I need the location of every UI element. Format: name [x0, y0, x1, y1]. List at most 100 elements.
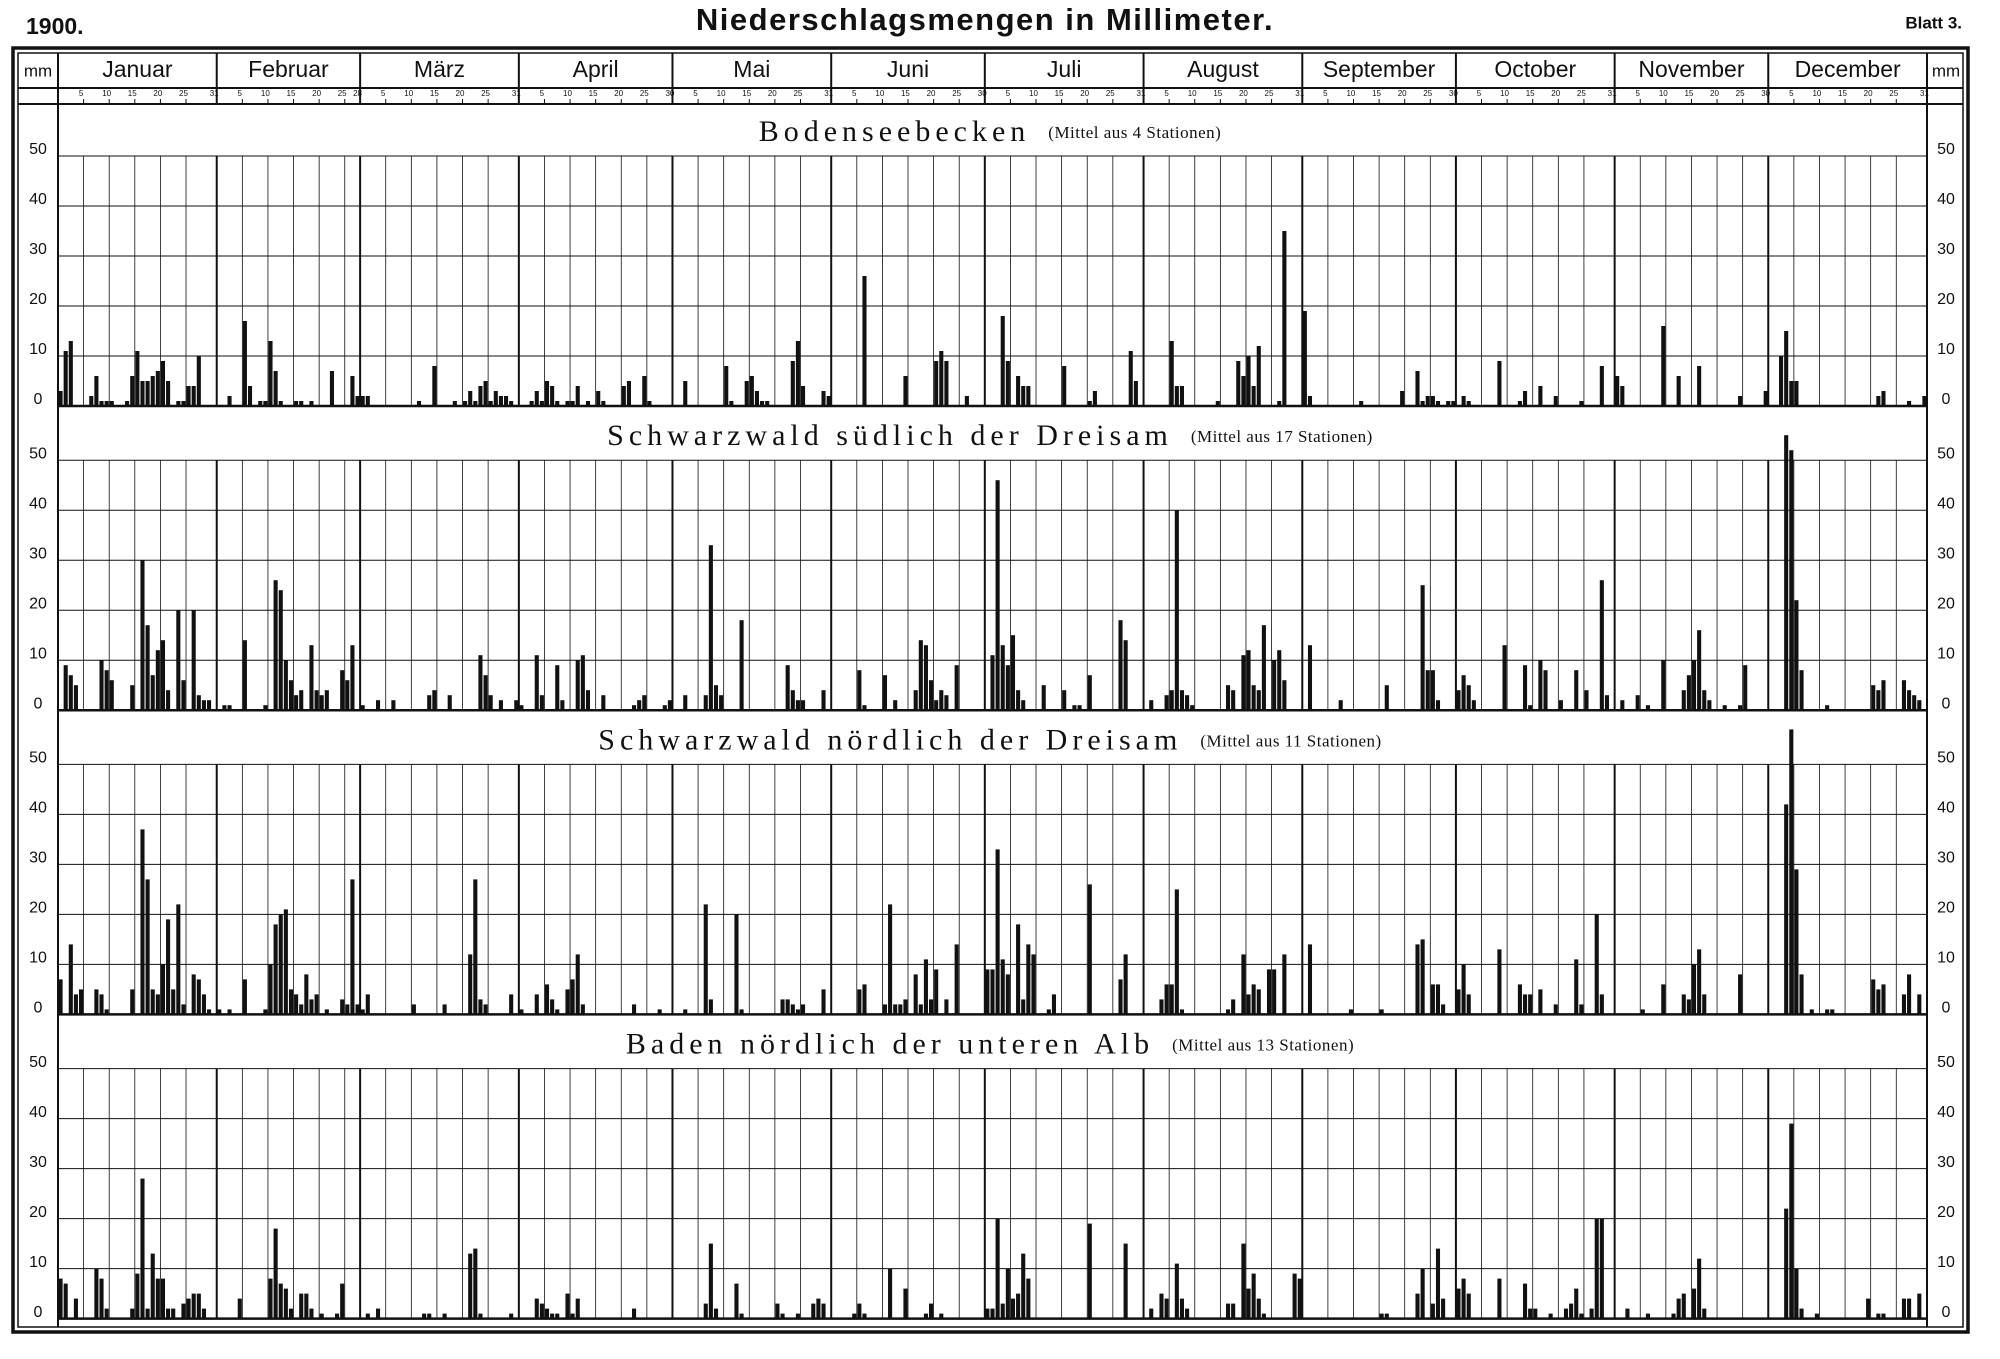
bar	[273, 371, 278, 406]
bar	[1789, 729, 1794, 1015]
bar	[1016, 924, 1021, 1015]
bar	[1169, 984, 1174, 1015]
bar	[550, 386, 555, 406]
bar	[1179, 1009, 1185, 1015]
bar	[1574, 670, 1579, 711]
bar	[632, 1308, 637, 1319]
day-tick-label: 15	[1055, 89, 1064, 98]
bar	[140, 381, 145, 406]
bar	[478, 386, 483, 406]
bar	[1282, 680, 1287, 711]
bar	[1620, 700, 1625, 711]
bar	[1174, 510, 1179, 711]
bar	[1502, 645, 1507, 711]
bar	[1784, 331, 1789, 406]
day-tick-label: 5	[852, 89, 857, 98]
bar	[314, 994, 319, 1015]
day-tick-label: 5	[1323, 89, 1328, 98]
bar	[1000, 959, 1005, 1015]
day-tick-label: 25	[481, 89, 490, 98]
bar	[176, 904, 181, 1015]
bar	[1379, 1009, 1384, 1015]
bar	[125, 401, 130, 406]
bar	[1005, 1268, 1010, 1319]
bar	[739, 1313, 744, 1319]
day-tick-label: 10	[1659, 89, 1668, 98]
year: 1900.	[26, 13, 84, 39]
bar	[811, 1303, 816, 1319]
bar	[637, 700, 642, 711]
bar	[1686, 675, 1691, 711]
bar	[1062, 690, 1067, 711]
bar	[929, 1303, 934, 1319]
bar	[1722, 705, 1727, 711]
bar	[278, 590, 283, 711]
bar	[821, 989, 826, 1015]
y-tick-label: 20	[1937, 900, 1955, 917]
bar	[160, 1278, 166, 1319]
bar	[1010, 635, 1016, 711]
bar	[1092, 391, 1097, 406]
bar	[1676, 376, 1681, 406]
day-tick-label: 5	[238, 89, 243, 98]
day-tick-label: 5	[1164, 89, 1169, 98]
bar	[288, 1308, 294, 1319]
bar	[1000, 316, 1005, 406]
day-tick-label: 20	[1080, 89, 1089, 98]
bar	[544, 1308, 550, 1319]
bar	[186, 1298, 191, 1319]
day-tick-label: 25	[1265, 89, 1274, 98]
panel-subtitle: (Mittel aus 11 Stationen)	[1200, 731, 1381, 750]
day-tick-label: 15	[1526, 89, 1535, 98]
bar	[478, 1313, 483, 1319]
sheet-number: Blatt 3.	[1905, 13, 1962, 32]
bar	[155, 1278, 160, 1319]
bar	[785, 665, 790, 711]
bar	[1466, 1293, 1471, 1319]
bar	[990, 655, 995, 711]
month-label: September	[1323, 56, 1436, 82]
bar	[191, 386, 196, 406]
bar	[780, 999, 785, 1015]
bar	[857, 1303, 862, 1319]
bar	[1522, 665, 1528, 711]
bar	[1579, 1004, 1584, 1015]
bar	[104, 1308, 109, 1319]
bar	[1691, 964, 1697, 1015]
bar	[201, 994, 206, 1015]
panel-subtitle: (Mittel aus 13 Stationen)	[1172, 1036, 1354, 1055]
bar	[1231, 999, 1236, 1015]
bar	[299, 401, 304, 406]
bar	[104, 1009, 109, 1015]
bar	[498, 700, 503, 711]
bar	[166, 381, 171, 406]
bar	[1569, 1303, 1574, 1319]
bar	[1901, 994, 1907, 1015]
bar	[923, 1313, 928, 1319]
bar	[821, 391, 826, 406]
bar	[145, 879, 150, 1015]
bar	[544, 381, 550, 406]
bar	[1272, 969, 1277, 1015]
bar	[1435, 401, 1441, 406]
bar	[278, 1283, 283, 1319]
bar	[1907, 974, 1912, 1015]
bar	[355, 396, 360, 406]
bar	[514, 700, 519, 711]
bar	[862, 1313, 867, 1319]
bar	[58, 391, 63, 406]
day-tick-label: 5	[79, 89, 84, 98]
bar	[150, 989, 155, 1015]
day-tick-label: 10	[875, 89, 884, 98]
bar	[944, 999, 949, 1015]
bar	[1174, 1263, 1179, 1319]
bar	[1901, 1298, 1907, 1319]
bar	[1533, 1308, 1538, 1319]
bar	[463, 401, 468, 406]
panel-subtitle: (Mittel aus 4 Stationen)	[1048, 123, 1221, 142]
month-label: November	[1638, 56, 1744, 82]
bar	[473, 401, 478, 406]
bar	[1789, 381, 1794, 406]
bar	[94, 376, 99, 406]
bar	[939, 1313, 944, 1319]
